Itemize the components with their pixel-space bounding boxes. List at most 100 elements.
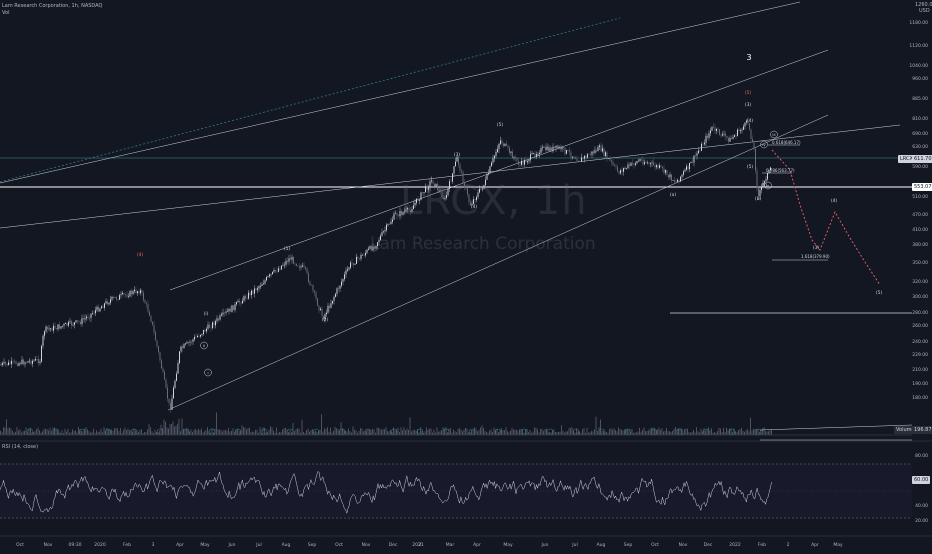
volume-bar bbox=[39, 430, 40, 435]
candle-body bbox=[648, 162, 650, 164]
volume-bar bbox=[93, 428, 94, 435]
candle-body bbox=[233, 305, 234, 311]
candle-body bbox=[159, 352, 161, 361]
volume-bar bbox=[406, 428, 408, 435]
trend-line bbox=[169, 49, 829, 291]
volume-bar bbox=[262, 427, 264, 435]
volume-bar bbox=[459, 428, 460, 435]
wave-label-big: 3 bbox=[746, 53, 751, 62]
candle-body bbox=[641, 159, 642, 160]
candle-body bbox=[99, 308, 101, 312]
volume-bar bbox=[150, 427, 151, 435]
candle-body bbox=[285, 260, 287, 265]
candle-body bbox=[203, 329, 204, 334]
volume-bar bbox=[124, 427, 126, 435]
candle-body bbox=[752, 138, 753, 143]
volume-bar bbox=[207, 427, 208, 435]
candle-body bbox=[368, 248, 369, 250]
candle-body bbox=[539, 152, 540, 155]
candle-body bbox=[125, 294, 126, 296]
volume-bar bbox=[633, 432, 634, 435]
volume-bar bbox=[586, 427, 588, 435]
volume-bar bbox=[16, 427, 18, 435]
candle-body bbox=[339, 285, 341, 289]
candle-body bbox=[617, 167, 618, 172]
volume-bar bbox=[135, 430, 136, 435]
candle-body bbox=[360, 254, 362, 259]
candle-body bbox=[362, 254, 363, 256]
candle-body bbox=[314, 290, 315, 293]
volume-bar bbox=[418, 432, 420, 435]
candle-body bbox=[230, 308, 231, 312]
candle-body bbox=[725, 133, 726, 137]
volume-bar bbox=[705, 430, 706, 435]
volume-bar bbox=[574, 432, 576, 435]
volume-bar bbox=[222, 431, 223, 435]
volume-bar bbox=[613, 428, 615, 435]
volume-bar bbox=[595, 416, 597, 435]
volume-bar bbox=[438, 431, 439, 435]
volume-bar bbox=[24, 430, 25, 435]
candle-body bbox=[126, 294, 128, 297]
candle-body bbox=[669, 174, 671, 178]
volume-bar bbox=[283, 428, 285, 435]
volume-bar bbox=[123, 429, 124, 435]
volume-bar bbox=[639, 427, 640, 435]
candle-body bbox=[656, 165, 657, 168]
volume-bar bbox=[393, 427, 394, 435]
candle-body bbox=[729, 137, 731, 142]
candle-body bbox=[260, 286, 261, 287]
volume-bar bbox=[154, 429, 156, 435]
volume-bar bbox=[186, 428, 187, 435]
volume-bar bbox=[381, 429, 382, 435]
candle-body bbox=[755, 148, 756, 171]
volume-bar bbox=[450, 428, 451, 435]
candle-body bbox=[599, 145, 600, 147]
volume-bar bbox=[462, 431, 463, 435]
candle-body bbox=[513, 157, 515, 159]
candle-body bbox=[336, 288, 338, 294]
volume-bar bbox=[603, 430, 604, 435]
time-axis-label: Feb bbox=[123, 542, 131, 548]
candle-body bbox=[92, 313, 93, 314]
candle-body bbox=[182, 346, 183, 349]
volume-bar bbox=[319, 429, 321, 435]
candle-body bbox=[48, 328, 50, 330]
projection-label: (3) bbox=[813, 245, 820, 251]
volume-bar bbox=[712, 432, 714, 435]
candle-body bbox=[201, 333, 203, 335]
volume-bar bbox=[84, 428, 85, 435]
candle-body bbox=[512, 151, 513, 159]
candle-body bbox=[473, 199, 474, 204]
time-axis-label: May bbox=[833, 542, 843, 548]
candle-body bbox=[167, 387, 168, 399]
candle-body bbox=[318, 305, 320, 311]
volume-bar bbox=[348, 428, 349, 435]
candle-body bbox=[236, 302, 237, 305]
time-axis-label: Aug bbox=[597, 542, 606, 548]
candle-body bbox=[72, 324, 74, 326]
volume-bar bbox=[430, 428, 432, 435]
volume-bar bbox=[685, 428, 687, 435]
volume-bar bbox=[625, 428, 627, 435]
candle-body bbox=[345, 270, 347, 275]
candle-body bbox=[35, 358, 36, 361]
candle-body bbox=[278, 268, 279, 272]
volume-bar bbox=[106, 428, 108, 435]
price-axis-label: 1120.00 bbox=[909, 43, 928, 49]
candle-body bbox=[264, 280, 266, 284]
candle-body bbox=[639, 159, 641, 161]
candle-body bbox=[759, 190, 761, 197]
volume-bar bbox=[252, 431, 253, 435]
candle-body bbox=[189, 341, 191, 343]
candle-body bbox=[239, 300, 240, 303]
volume-bar bbox=[354, 429, 355, 435]
volume-bar bbox=[744, 431, 745, 435]
volume-bar bbox=[367, 429, 369, 435]
volume-bar bbox=[688, 432, 690, 435]
volume-bar bbox=[327, 427, 328, 435]
candle-body bbox=[446, 195, 447, 198]
volume-bar bbox=[435, 432, 436, 435]
